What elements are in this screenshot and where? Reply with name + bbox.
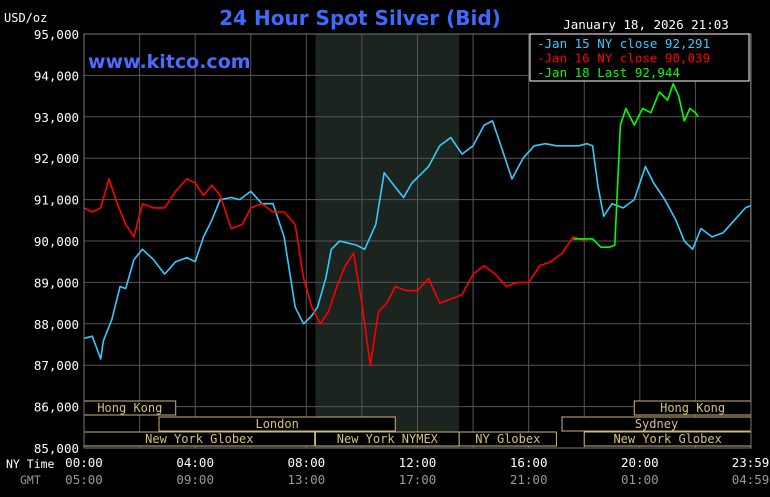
session-label: Hong Kong <box>97 401 162 415</box>
series-line-1 <box>83 178 588 367</box>
gmt-tick-label: 04:59 <box>732 472 770 487</box>
x-tick-label: 16:00 <box>510 455 548 470</box>
session-bar: Hong Kong <box>83 400 177 416</box>
session-label: Sydney <box>635 417 678 431</box>
y-tick-label: 95,000 <box>34 27 79 42</box>
gmt-tick-label: 21:00 <box>510 472 548 487</box>
session-bar: Hong Kong <box>633 400 752 416</box>
legend-entry: -Jan 15 NY close 92,291 <box>537 36 710 51</box>
y-axis-label: USD/oz <box>4 11 47 25</box>
price-series <box>83 82 751 367</box>
session-label: New York Globex <box>613 432 721 446</box>
session-label: London <box>255 417 298 431</box>
y-axis-ticks: 95,000 94,000 93,000 92,000 91,000 90,000 89,0… <box>34 27 79 456</box>
legend-box <box>529 33 750 82</box>
gmt-label: GMT <box>20 473 41 487</box>
session-bar: London <box>158 416 396 432</box>
session-bar: New York Globex <box>583 431 752 447</box>
x-tick-label: 20:00 <box>621 455 659 470</box>
plot-frame <box>83 33 752 449</box>
session-bar: New York NYMEX <box>315 431 460 447</box>
y-tick-label: 91,000 <box>34 193 79 208</box>
gmt-tick-label: 13:00 <box>288 472 326 487</box>
gmt-tick-label: 05:00 <box>65 472 103 487</box>
session-bar: Sydney <box>561 416 752 432</box>
gmt-tick-label: 01:00 <box>621 472 659 487</box>
y-tick-label: 94,000 <box>34 68 79 83</box>
session-bar: New York Globex <box>83 431 316 447</box>
y-tick-label: 93,000 <box>34 110 79 125</box>
legend-entry: -Jan 18 Last 92,944 <box>537 65 680 80</box>
y-tick-label: 87,000 <box>34 358 79 373</box>
session-bar: NY Globex <box>458 431 557 447</box>
x-tick-label: 23:59 <box>732 455 770 470</box>
x-tick-label: 04:00 <box>176 455 214 470</box>
x-tick-label: 12:00 <box>399 455 437 470</box>
legend-entry: -Jan 16 NY close 90,039 <box>537 51 710 66</box>
session-box <box>458 431 557 447</box>
watermark-url: www.kitco.com <box>88 51 251 73</box>
ny-time-label: NY Time <box>6 457 55 471</box>
x-axis-ticks: 00:00 05:00 04:00 09:00 08:00 13:00 12:00 17:00… <box>65 455 769 487</box>
y-tick-label: 85,000 <box>34 441 79 456</box>
x-tick-label: 00:00 <box>65 455 103 470</box>
y-tick-label: 86,000 <box>34 400 79 415</box>
session-label: New York NYMEX <box>337 432 439 446</box>
chart-title: 24 Hour Spot Silver (Bid) <box>219 6 501 30</box>
timestamp: January 18, 2026 21:03 <box>563 17 729 32</box>
y-tick-label: 88,000 <box>34 317 79 332</box>
gmt-tick-label: 09:00 <box>176 472 214 487</box>
session-label: NY Globex <box>475 432 540 446</box>
session-label: Hong Kong <box>660 401 725 415</box>
y-tick-label: 92,000 <box>34 151 79 166</box>
legend: -Jan 15 NY close 92,291-Jan 16 NY close … <box>537 36 710 80</box>
y-tick-label: 90,000 <box>34 234 79 249</box>
x-tick-label: 08:00 <box>288 455 326 470</box>
session-box <box>158 416 396 432</box>
y-tick-label: 89,000 <box>34 275 79 290</box>
series-line-0 <box>83 120 751 360</box>
gmt-tick-label: 17:00 <box>399 472 437 487</box>
series-line-2 <box>573 82 699 248</box>
session-label: New York Globex <box>145 432 253 446</box>
